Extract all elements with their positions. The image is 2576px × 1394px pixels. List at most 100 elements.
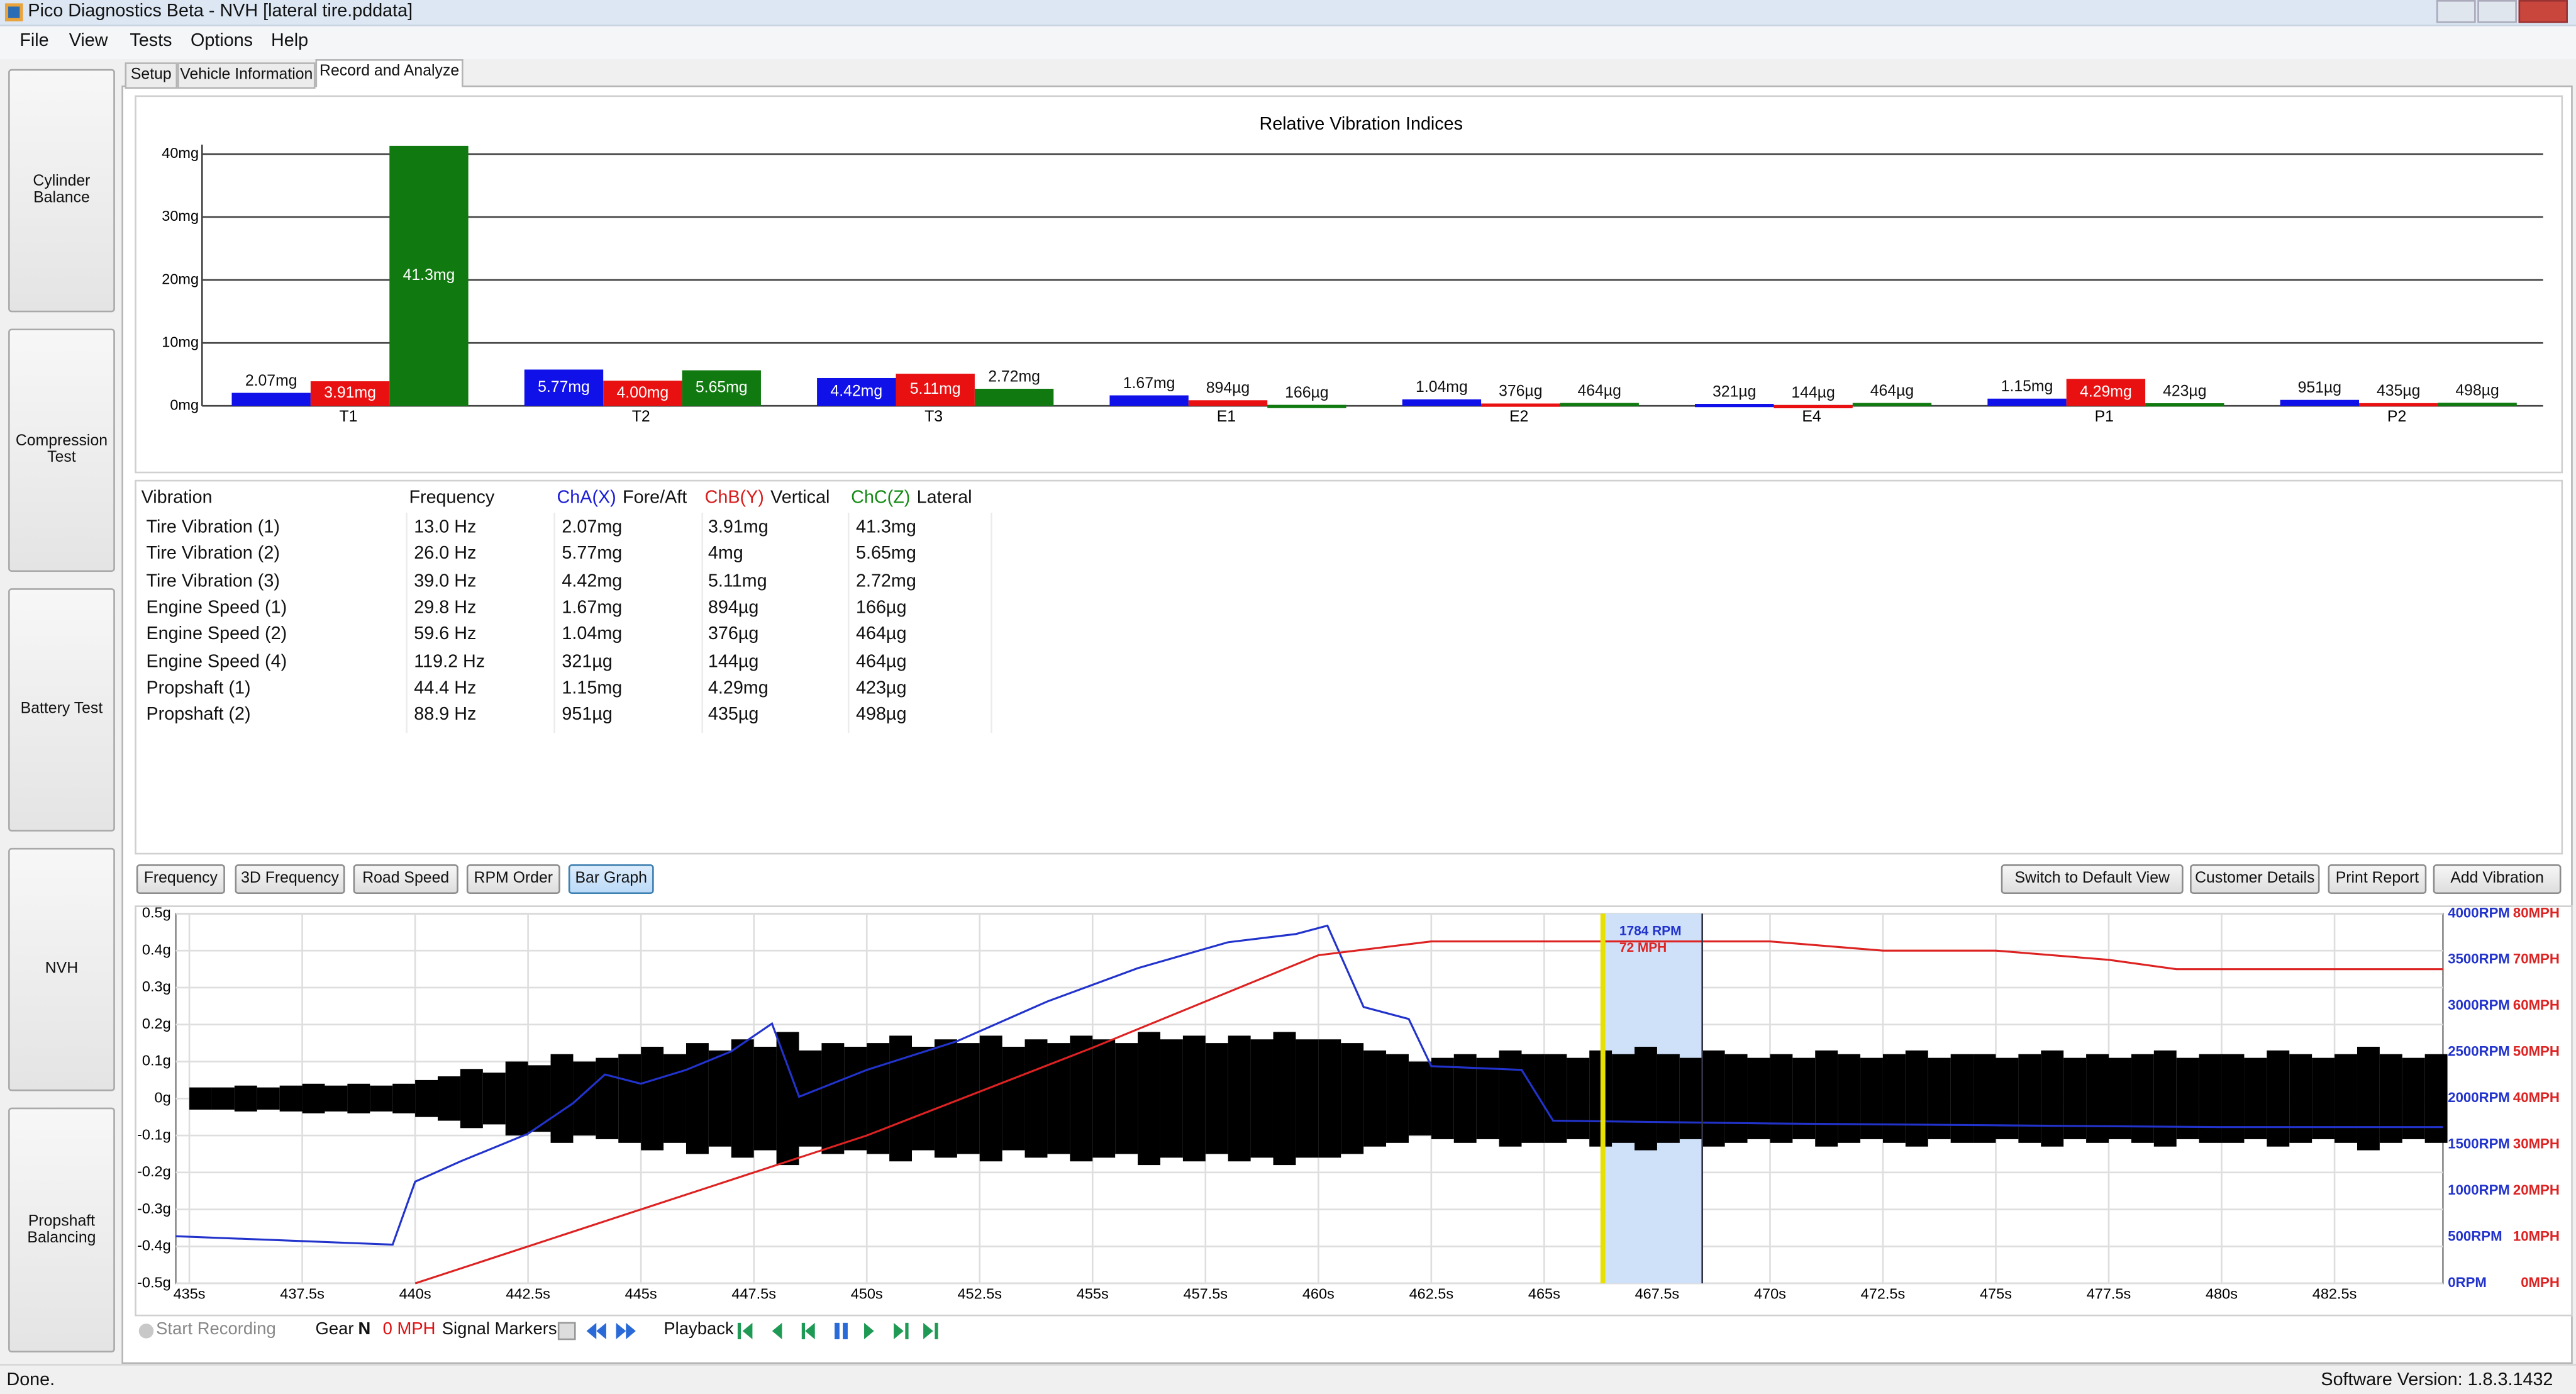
start-recording[interactable]: Start Recording	[156, 1319, 276, 1339]
table-cell: Tire Vibration (2)	[146, 544, 280, 564]
cursor-label: 72 MPH	[1619, 940, 1667, 955]
bar	[1774, 404, 1853, 409]
tab-selected[interactable]: Record and Analyze	[315, 59, 464, 87]
y2-tick-label: 2000RPM	[2448, 1090, 2510, 1105]
vibration-envelope	[1860, 1057, 1883, 1139]
x-tick-label: 462.5s	[1409, 1286, 1454, 1302]
y2-tick-label: 500RPM	[2448, 1229, 2502, 1244]
x-tick-label: 447.5s	[731, 1286, 776, 1302]
vibration-envelope	[934, 1039, 957, 1158]
bar	[2280, 399, 2360, 406]
y-tick-label: -0.3g	[137, 1200, 171, 1217]
x-tick-label: 475s	[1980, 1286, 2012, 1302]
vibration-envelope	[1973, 1054, 1996, 1143]
bar	[2438, 403, 2517, 406]
vibration-envelope	[867, 1043, 890, 1154]
bar	[2066, 379, 2146, 406]
speed-value: 0 MPH	[382, 1319, 436, 1339]
menu-item[interactable]: Options	[191, 31, 253, 51]
table-cell: 119.2 Hz	[414, 651, 486, 672]
menu-item[interactable]: Help	[271, 31, 309, 51]
x-tick-label: T2	[632, 408, 650, 425]
tab[interactable]: Setup	[125, 62, 178, 89]
vibration-envelope	[1544, 1054, 1567, 1143]
vibration-envelope	[799, 1050, 822, 1147]
vibration-envelope	[189, 1087, 212, 1110]
view-button[interactable]: Frequency	[136, 864, 225, 895]
vibration-envelope	[1612, 1054, 1635, 1143]
bar	[896, 374, 975, 406]
y-tick-label: -0.1g	[137, 1126, 171, 1142]
vibration-envelope	[1476, 1057, 1499, 1139]
y3-tick-label: 70MPH	[2513, 951, 2560, 967]
view-button[interactable]: 3D Frequency	[235, 864, 345, 895]
marker-controls[interactable]	[557, 1320, 648, 1343]
side-button[interactable]: NVH	[8, 847, 115, 1091]
vibration-envelope	[1386, 1054, 1409, 1143]
view-button[interactable]: Road Speed	[353, 864, 458, 895]
side-button[interactable]: Propshaft Balancing	[8, 1107, 115, 1352]
bar	[1188, 400, 1268, 406]
vibration-envelope	[1724, 1054, 1748, 1143]
action-button[interactable]: Customer Details	[2190, 864, 2320, 895]
x-tick-label: 442.5s	[506, 1286, 550, 1302]
vibration-envelope	[1250, 1039, 1274, 1158]
table-cell: 1.15mg	[562, 678, 623, 698]
vibration-envelope	[821, 1043, 845, 1154]
x-tick-label: 445s	[625, 1286, 657, 1302]
table-cell: 4mg	[708, 544, 743, 564]
vibration-envelope	[663, 1054, 686, 1143]
x-tick-label: 472.5s	[1861, 1286, 1906, 1302]
vibration-envelope	[2153, 1050, 2177, 1147]
table-cell: 951µg	[562, 705, 613, 725]
vibration-envelope	[505, 1061, 528, 1136]
bar	[682, 370, 761, 406]
table-cell: Vertical	[770, 488, 830, 508]
y2-tick-label: 0RPM	[2448, 1274, 2487, 1290]
action-button[interactable]: Add Vibration	[2433, 864, 2562, 895]
close-button[interactable]	[2519, 0, 2568, 23]
vibration-envelope	[1905, 1050, 1928, 1147]
action-button[interactable]: Print Report	[2328, 864, 2427, 895]
table-cell: 423µg	[855, 678, 907, 698]
action-button[interactable]: Switch to Default View	[2001, 864, 2184, 895]
table-cell: 4.42mg	[562, 571, 623, 591]
menu-item[interactable]: View	[69, 31, 108, 51]
playback-controls[interactable]	[736, 1320, 950, 1343]
view-button-selected[interactable]: Bar Graph	[568, 864, 654, 895]
vibration-envelope	[1092, 1039, 1116, 1158]
vibration-envelope	[1882, 1054, 1906, 1143]
table-cell: 464µg	[855, 651, 907, 672]
minimize-button[interactable]	[2436, 0, 2477, 23]
table-cell: 4.29mg	[708, 678, 769, 698]
table-cell: 5.11mg	[708, 571, 767, 591]
vibration-envelope	[1318, 1039, 1341, 1158]
menu-item[interactable]: Tests	[130, 31, 172, 51]
x-tick-label: 440s	[399, 1286, 431, 1302]
menu-item[interactable]: File	[19, 31, 49, 51]
vibration-envelope	[573, 1061, 596, 1136]
table-cell: Propshaft (2)	[146, 705, 251, 725]
toolbar: Start Recording Gear N 0 MPH Signal Mark…	[138, 1320, 1123, 1343]
table-cell: Tire Vibration (1)	[146, 517, 280, 538]
view-button[interactable]: RPM Order	[466, 864, 560, 895]
maximize-button[interactable]	[2477, 0, 2518, 23]
table-cell: 44.4 Hz	[414, 678, 477, 698]
y-tick-label: -0.4g	[137, 1237, 171, 1254]
side-button[interactable]: Compression Test	[8, 328, 115, 572]
vibration-envelope	[1296, 1039, 1319, 1158]
table-cell: 3.91mg	[708, 517, 769, 538]
vibration-envelope	[2131, 1054, 2154, 1143]
bar	[1987, 398, 2067, 406]
bar	[310, 381, 390, 406]
vibration-envelope	[1431, 1057, 1454, 1139]
y3-tick-label: 10MPH	[2513, 1229, 2560, 1244]
vibration-envelope	[392, 1083, 416, 1113]
table-cell: 59.6 Hz	[414, 625, 477, 645]
vibration-envelope	[1567, 1057, 1590, 1139]
vibration-envelope	[889, 1035, 913, 1162]
side-button[interactable]: Battery Test	[8, 588, 115, 832]
side-button[interactable]: Cylinder Balance	[8, 69, 115, 313]
tab[interactable]: Vehicle Information	[177, 62, 316, 89]
